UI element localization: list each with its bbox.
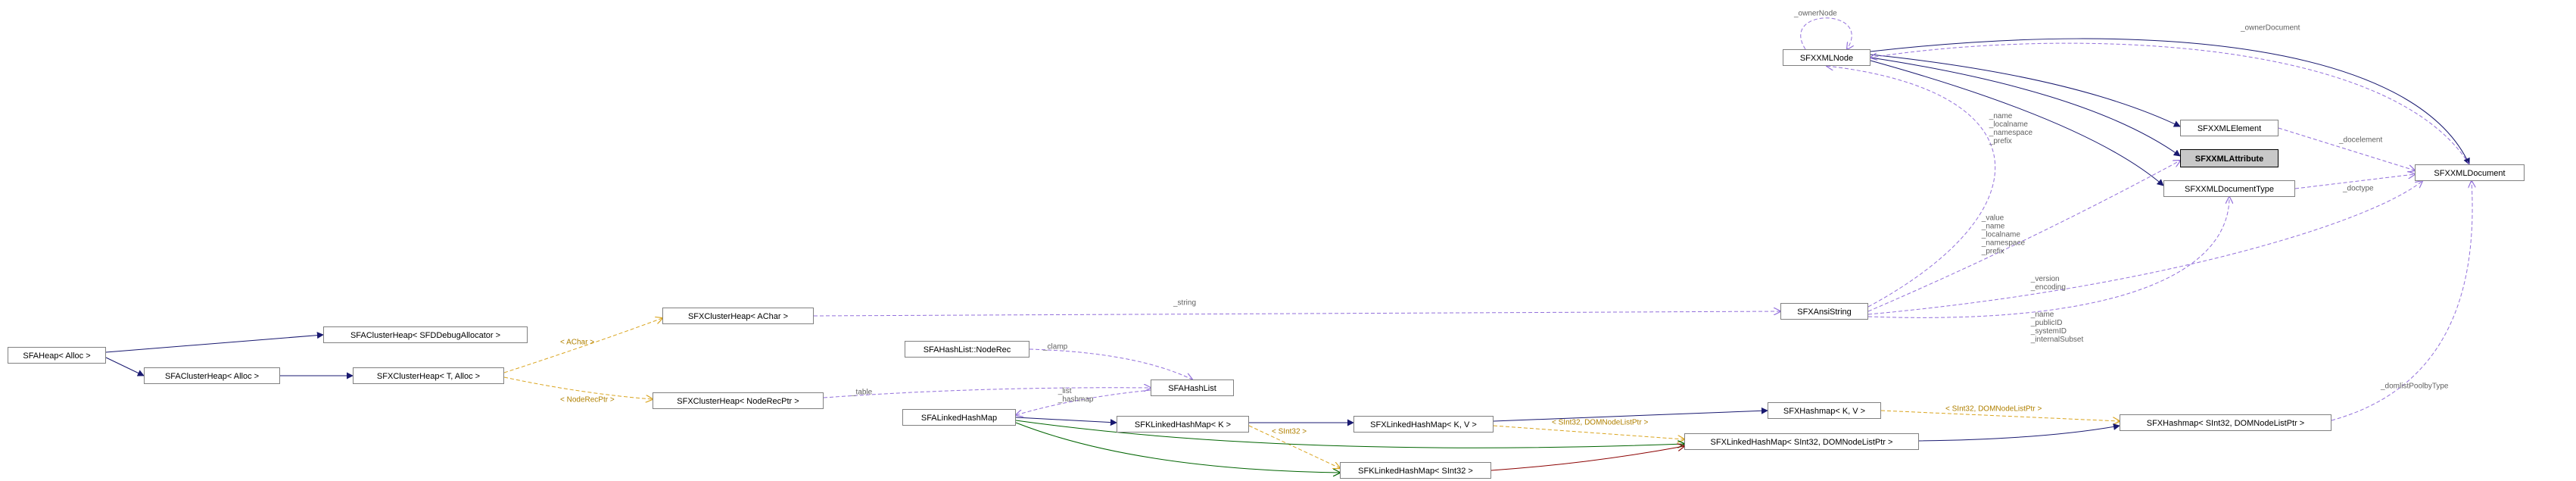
edge-e_ownerDoc xyxy=(1870,43,2469,164)
class-node-SFXXMLAttribute[interactable]: SFXXMLAttribute xyxy=(2180,149,2279,167)
edge-label-e_listmap: _list _hashmap xyxy=(1056,387,1093,404)
class-node-SFXClusterHeapAChar[interactable]: SFXClusterHeap< AChar > xyxy=(662,308,814,324)
edge-e_slk2si xyxy=(1249,426,1340,468)
template-label-AChar: < AChar > xyxy=(560,339,594,347)
edge-e_lhi2hi xyxy=(1919,426,2120,441)
edge-label-e_vnlnp: _value _name _localname _namespace _pref… xyxy=(1980,214,2025,256)
edge-e_lhkv2hkv xyxy=(1494,411,1768,421)
class-node-SFXHashmapKV[interactable]: SFXHashmap< K, V > xyxy=(1768,402,1881,419)
edge-label-e_clamp: _clamp xyxy=(1043,343,1067,351)
class-node-label: SFXXMLDocument xyxy=(2434,169,2505,178)
edge-e_docNode xyxy=(1870,39,2469,164)
edge-label-e_dompool: _domlistPoolbyType xyxy=(2381,383,2449,391)
class-node-label: SFXXMLNode xyxy=(1800,54,1853,63)
edge-e_string xyxy=(814,311,1780,316)
edge-e_ownerNd xyxy=(1801,18,1852,49)
diagram-canvas: SFXXMLDocument SFXXMLElement SFXXMLAttribu… xyxy=(0,0,2576,481)
edge-label-e_vere: _version _encoding xyxy=(2029,275,2066,292)
edge-label-e_doctype: _doctype xyxy=(2343,185,2374,193)
class-node-SFAHashListNodeRec[interactable]: SFAHashList::NodeRec xyxy=(905,341,1029,358)
class-node-label: SFXXMLElement xyxy=(2198,124,2261,133)
class-node-label: SFAHashList xyxy=(1168,384,1216,393)
class-node-SFALinkedHashMap[interactable]: SFALinkedHashMap xyxy=(902,409,1016,426)
edge-e_aheap1 xyxy=(106,335,323,352)
class-node-label: SFXClusterHeap< AChar > xyxy=(688,312,788,321)
edge-e_doctype xyxy=(2295,174,2415,189)
edge-e_cnrec xyxy=(504,377,653,399)
edge-e_dompool xyxy=(2331,181,2472,420)
class-node-label: SFXHashmap< SInt32, DOMNodeListPtr > xyxy=(2147,419,2304,428)
class-node-label: SFAHeap< Alloc > xyxy=(23,351,90,361)
class-node-label: SFXXMLDocumentType xyxy=(2185,185,2274,194)
class-node-label: SFXHashmap< K, V > xyxy=(1783,407,1865,416)
edge-label-e_dt4: _name _publicID _systemID _internalSubse… xyxy=(2029,311,2083,344)
class-node-SFKLinkedHashMapSI[interactable]: SFKLinkedHashMap< SInt32 > xyxy=(1340,462,1491,479)
edge-e_vnlnp xyxy=(1868,161,2180,311)
class-node-SFXClusterHeapNodeRec[interactable]: SFXClusterHeap< NodeRecPtr > xyxy=(653,392,824,409)
edge-label-e_nlnp1: _name _localname _namespace _prefix xyxy=(1987,112,2032,145)
edge-e_hkv2inst xyxy=(1881,411,2120,421)
template-label-SInt32: < SInt32 > xyxy=(1272,428,1307,436)
class-node-SFAClusterHeapAlloc[interactable]: SFAClusterHeap< Alloc > xyxy=(144,367,280,384)
class-node-label: SFXLinkedHashMap< K, V > xyxy=(1370,420,1477,429)
class-node-label: SFAClusterHeap< SFDDebugAllocator > xyxy=(350,331,500,340)
class-node-SFAClusterHeapSFDD[interactable]: SFAClusterHeap< SFDDebugAllocator > xyxy=(323,326,528,343)
edge-e_docel xyxy=(2279,128,2415,170)
edge-label-e_docel: _docelement xyxy=(2339,136,2382,145)
template-label-SInt32DOMa: < SInt32, DOMNodeListPtr > xyxy=(1552,419,1648,427)
class-node-SFXAnsiString[interactable]: SFXAnsiString xyxy=(1780,303,1868,320)
edge-e_alhm1 xyxy=(1016,417,1117,423)
edge-label-e_ownerNd: _ownerNode xyxy=(1794,10,1837,18)
class-node-label: SFKLinkedHashMap< K > xyxy=(1135,420,1231,429)
class-node-SFXXMLDocumentType[interactable]: SFXXMLDocumentType xyxy=(2163,180,2295,197)
class-node-label: SFXAnsiString xyxy=(1797,308,1852,317)
edge-e_vere xyxy=(1868,181,2422,314)
class-node-label: SFAHashList::NodeRec xyxy=(924,345,1011,355)
edge-e_table xyxy=(824,388,1151,398)
template-label-SInt32DOMb: < SInt32, DOMNodeListPtr > xyxy=(1945,405,2042,414)
class-node-label: SFXClusterHeap< NodeRecPtr > xyxy=(677,397,799,406)
class-node-label: SFXXMLAttribute xyxy=(2195,155,2263,164)
edge-e_lhkv2in xyxy=(1494,426,1684,439)
class-node-SFAHeapAlloc[interactable]: SFAHeap< Alloc > xyxy=(8,347,106,364)
class-node-label: SFALinkedHashMap xyxy=(921,414,997,423)
class-node-SFXXMLNode[interactable]: SFXXMLNode xyxy=(1783,49,1870,66)
class-node-SFKLinkedHashMapK[interactable]: SFKLinkedHashMap< K > xyxy=(1117,416,1249,433)
edge-e_dt4 xyxy=(1868,197,2229,317)
edge-layer xyxy=(0,0,2576,481)
class-node-SFAHashList[interactable]: SFAHashList xyxy=(1151,379,1234,396)
edge-e_cachar xyxy=(504,318,662,373)
edge-e_elemNode xyxy=(1870,55,2180,126)
class-node-SFXHashmapInst[interactable]: SFXHashmap< SInt32, DOMNodeListPtr > xyxy=(2120,414,2331,431)
edge-label-e_table: _table xyxy=(852,389,872,397)
class-node-SFXLinkedHashMapInst[interactable]: SFXLinkedHashMap< SInt32, DOMNodeListPtr… xyxy=(1684,433,1919,450)
class-node-SFXClusterHeapTAlloc[interactable]: SFXClusterHeap< T, Alloc > xyxy=(353,367,504,384)
class-node-label: SFXClusterHeap< T, Alloc > xyxy=(377,372,480,381)
class-node-SFXXMLDocument[interactable]: SFXXMLDocument xyxy=(2415,164,2525,181)
class-node-label: SFAClusterHeap< Alloc > xyxy=(165,372,259,381)
class-node-SFXXMLElement[interactable]: SFXXMLElement xyxy=(2180,120,2279,136)
edge-e_red1 xyxy=(1491,446,1684,470)
edge-e_attrNode xyxy=(1870,58,2180,156)
edge-e_dtNode xyxy=(1870,61,2163,186)
edge-e_aheap2 xyxy=(106,358,144,376)
template-label-NodeRecPtr: < NodeRecPtr > xyxy=(560,396,615,404)
edge-e_listmap xyxy=(1016,390,1151,415)
edge-label-e_string: _string xyxy=(1173,299,1196,308)
class-node-SFXLinkedHashMapKV[interactable]: SFXLinkedHashMap< K, V > xyxy=(1353,416,1494,433)
edge-label-e_ownerDoc: _ownerDocument xyxy=(2241,24,2300,33)
class-node-label: SFXLinkedHashMap< SInt32, DOMNodeListPtr… xyxy=(1711,438,1893,447)
edge-e_nlnp1 xyxy=(1827,66,1995,307)
edge-e_clamp xyxy=(1029,349,1192,379)
class-node-label: SFKLinkedHashMap< SInt32 > xyxy=(1358,467,1473,476)
